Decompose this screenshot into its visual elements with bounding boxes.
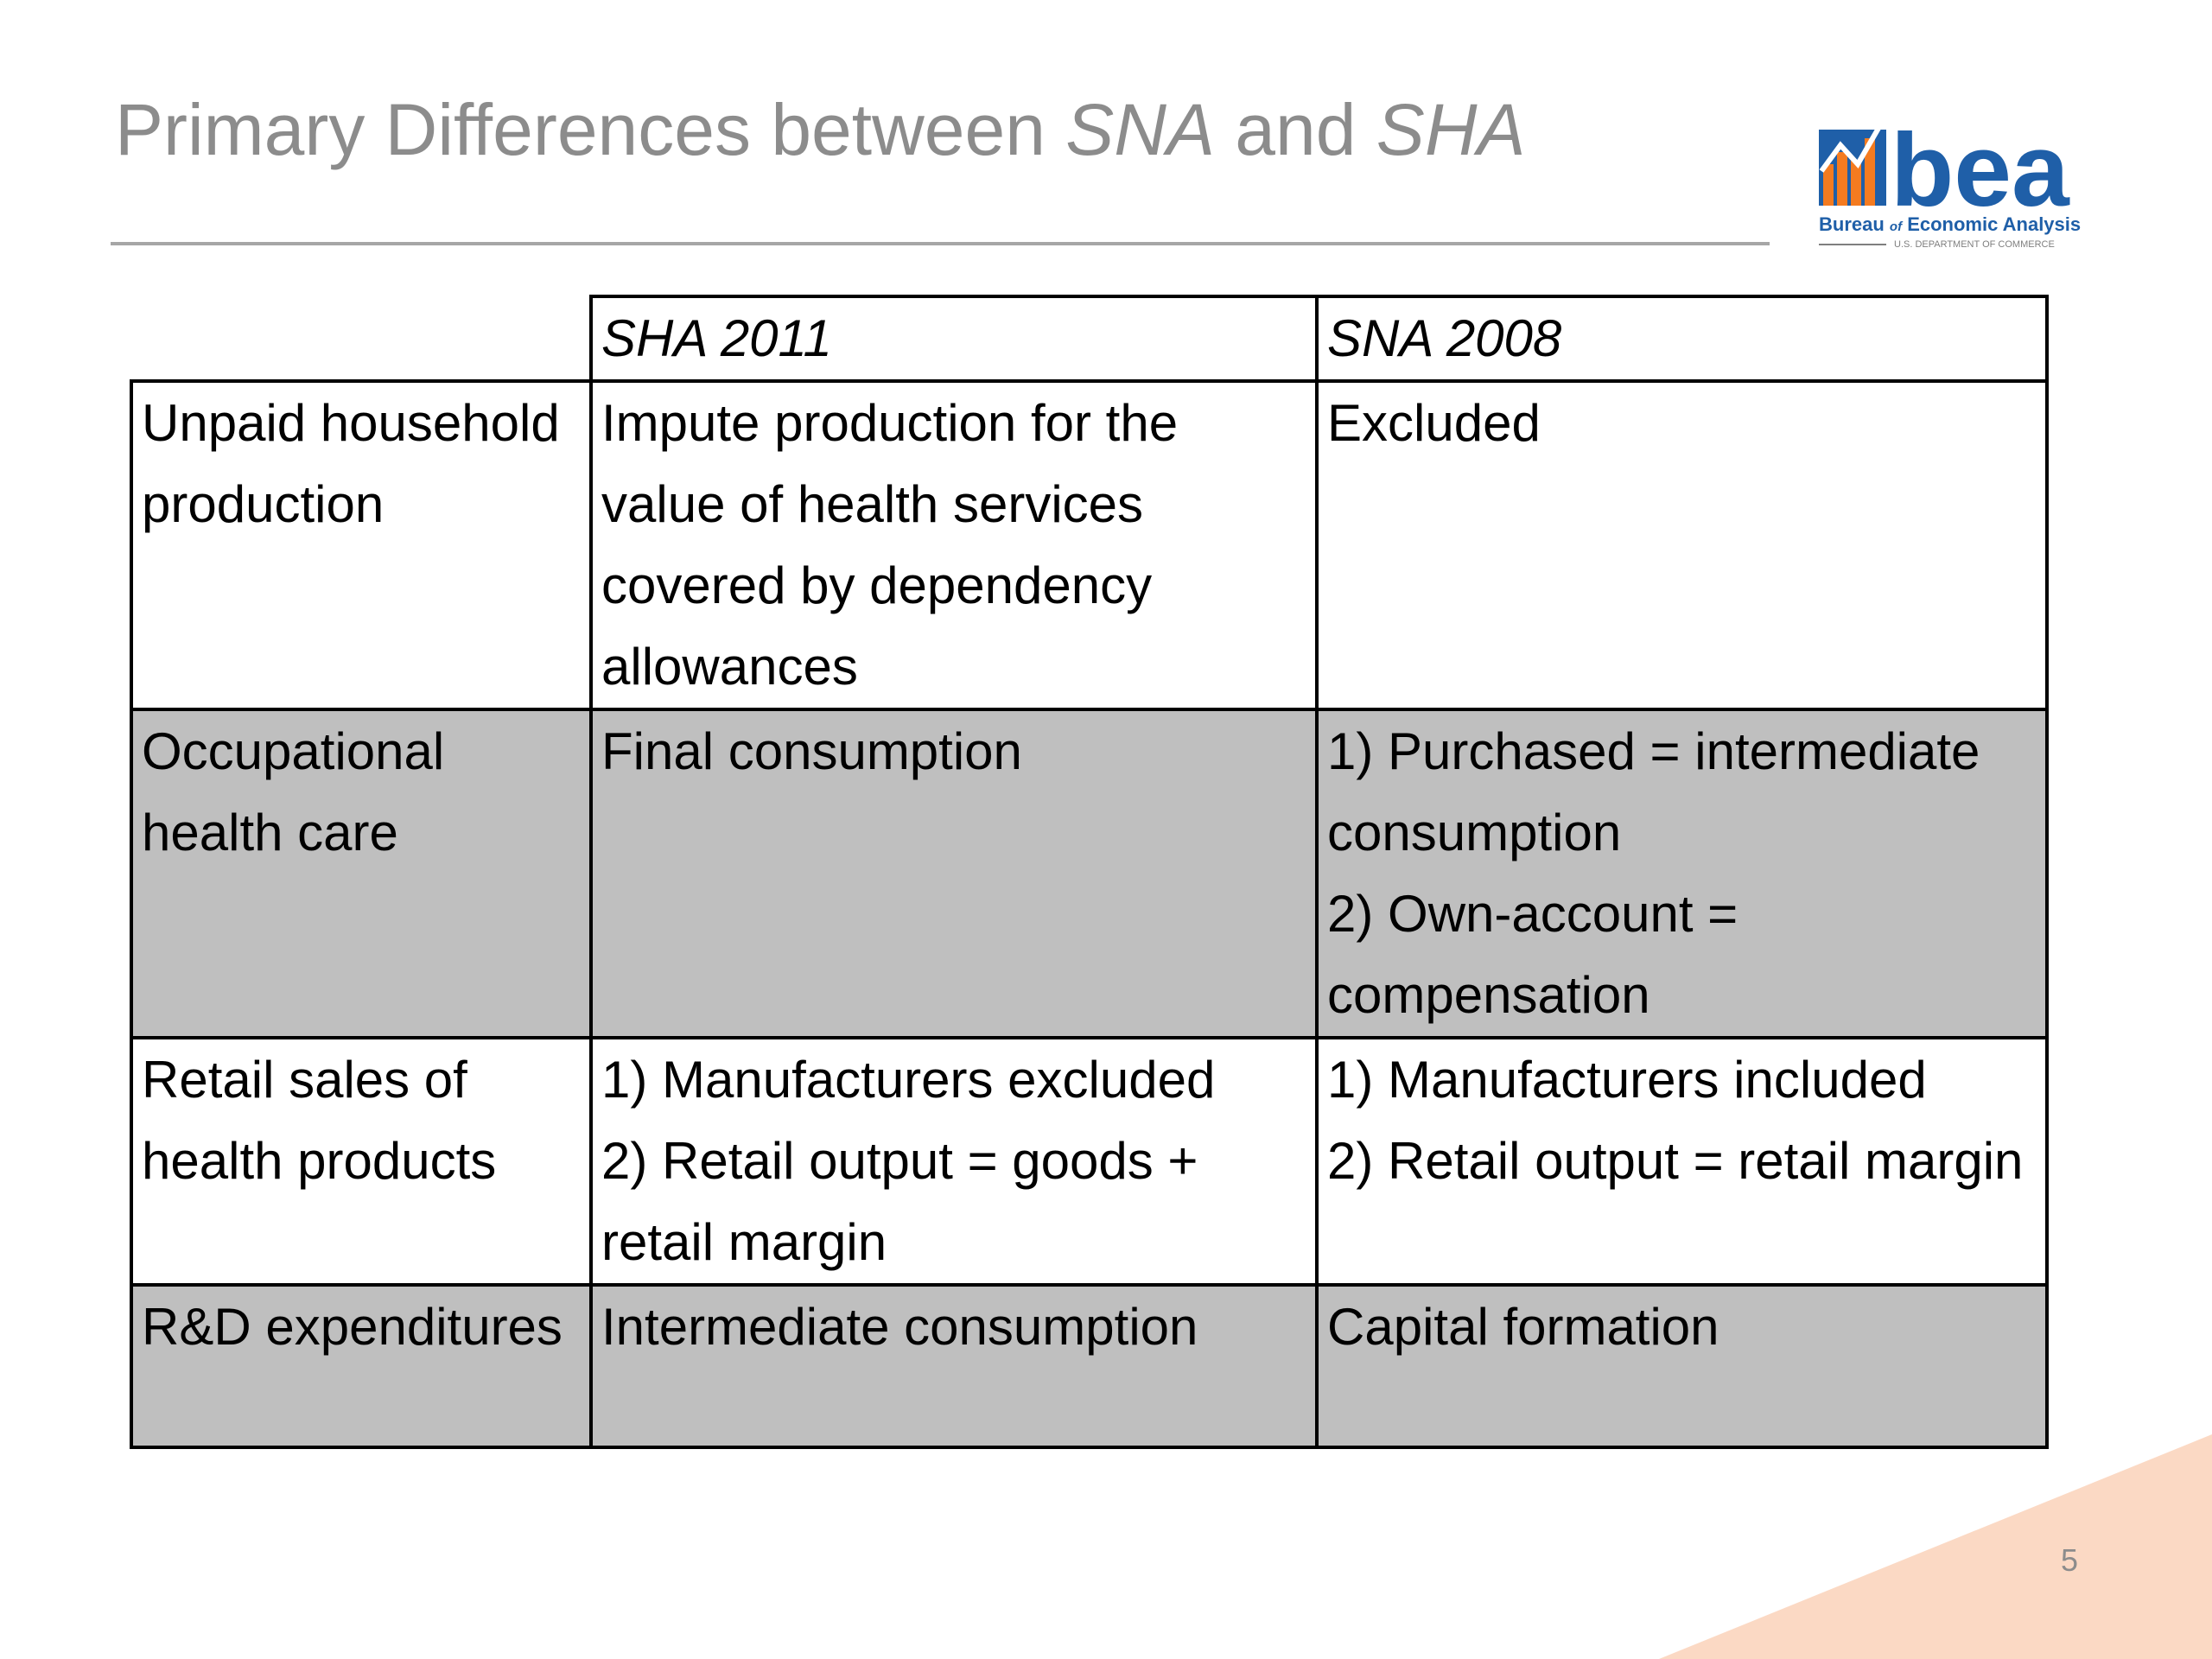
bea-logo-line1-b: Economic Analysis: [1902, 213, 2081, 235]
cell-line: 2) Retail output = retail margin: [1327, 1132, 2024, 1190]
page-number: 5: [2060, 1542, 2079, 1578]
title-text: Primary Differences between: [115, 89, 1066, 170]
bea-logo-chart-icon: [1819, 118, 1886, 206]
bea-logo: bea Bureau of Economic Analysis U.S. DEP…: [1819, 112, 2081, 250]
sna-cell: Capital formation: [1315, 1283, 2049, 1449]
bea-logo-line1: Bureau of Economic Analysis: [1819, 213, 2081, 235]
cell-line: 1) Manufacturers excluded: [601, 1051, 1216, 1109]
sna-cell: Excluded: [1315, 379, 2049, 711]
cell-line: 2) Retail output = goods + retail margin: [601, 1132, 1198, 1271]
bea-wordmark: bea: [1891, 112, 2070, 228]
cell-line: 2) Own-account = compensation: [1327, 885, 1738, 1024]
cell-line: Final consumption: [601, 722, 1022, 780]
bea-logo-line1-a: Bureau: [1819, 213, 1890, 235]
table-row: Occupational health care Final consumpti…: [130, 708, 2049, 1039]
cell-line: 1) Manufacturers included: [1327, 1051, 1927, 1109]
corner-accent-shape: [1659, 1434, 2212, 1659]
header-sna-2008: SNA 2008: [1315, 295, 2049, 383]
row-label: Occupational health care: [130, 708, 593, 1039]
title-text-and: and: [1214, 89, 1376, 170]
sha-cell: 1) Manufacturers excluded 2) Retail outpu…: [589, 1036, 1319, 1287]
row-label: R&D expenditures: [130, 1283, 593, 1449]
sna-cell: 1) Purchased = intermediate consumption 2…: [1315, 708, 2049, 1039]
row-label: Unpaid household production: [130, 379, 593, 711]
cell-line: Impute production for the value of healt…: [601, 394, 1179, 696]
title-underline: [111, 242, 1770, 245]
cell-line: Intermediate consumption: [601, 1298, 1198, 1356]
cell-line: Excluded: [1327, 394, 1541, 452]
sha-cell: Impute production for the value of healt…: [589, 379, 1319, 711]
title-sha: SHA: [1376, 89, 1526, 170]
comparison-table: SHA 2011 SNA 2008 Unpaid household produ…: [130, 295, 2049, 1449]
sna-cell: 1) Manufacturers included 2) Retail outpu…: [1315, 1036, 2049, 1287]
table-row: R&D expenditures Intermediate consumptio…: [130, 1283, 2049, 1449]
table-header-row: SHA 2011 SNA 2008: [131, 295, 2049, 383]
slide-title: Primary Differences between SNA and SHA: [115, 93, 1526, 166]
row-label: Retail sales of health products: [130, 1036, 593, 1287]
title-sna: SNA: [1065, 89, 1215, 170]
table-row: Retail sales of health products 1) Manuf…: [130, 1036, 2049, 1287]
sha-cell: Intermediate consumption: [589, 1283, 1319, 1449]
header-sha-2011: SHA 2011: [589, 295, 1319, 383]
header-blank-cell: [131, 296, 593, 383]
cell-line: Capital formation: [1327, 1298, 1719, 1356]
cell-line: 1) Purchased = intermediate consumption: [1327, 722, 1980, 861]
sha-cell: Final consumption: [589, 708, 1319, 1039]
bea-logo-line1-of: of: [1890, 219, 1904, 234]
bea-logo-line2: U.S. DEPARTMENT OF COMMERCE: [1894, 239, 2055, 250]
table-row: Unpaid household production Impute produ…: [130, 379, 2049, 711]
